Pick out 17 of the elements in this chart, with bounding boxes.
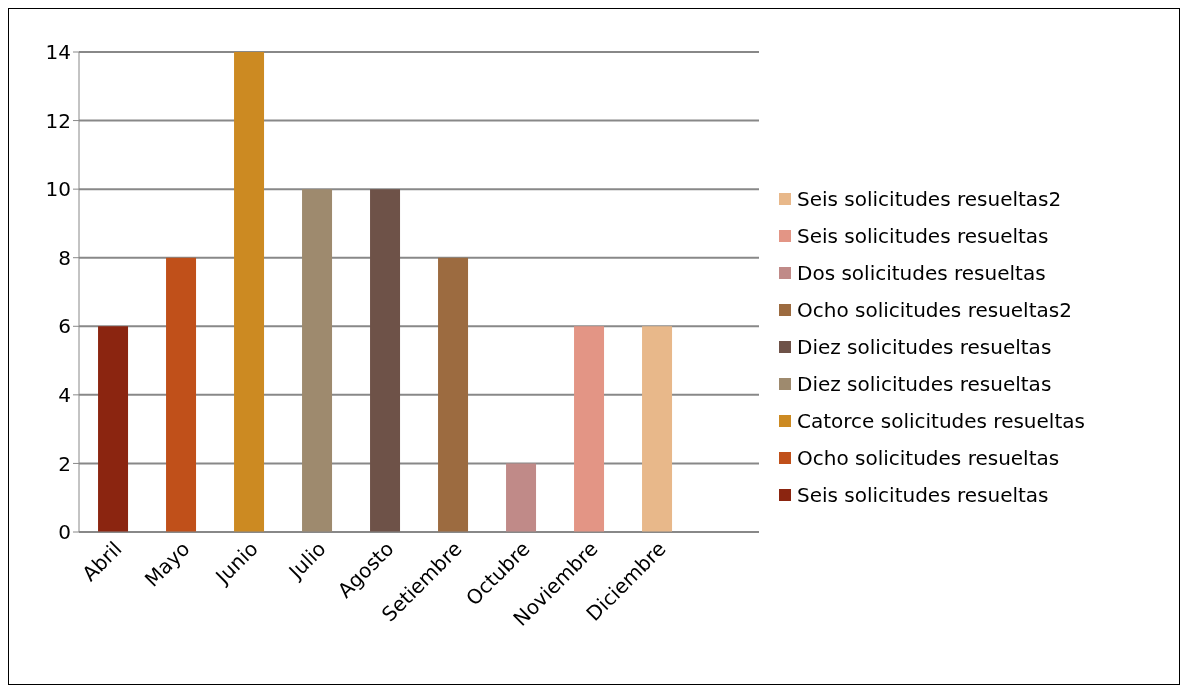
legend-label: Seis solicitudes resueltas xyxy=(797,482,1049,507)
y-tick-label: 8 xyxy=(58,245,71,270)
legend-label: Diez solicitudes resueltas xyxy=(797,334,1052,359)
y-tick-label: 12 xyxy=(45,108,71,133)
legend-label: Seis solicitudes resueltas xyxy=(797,223,1049,248)
legend-label: Seis solicitudes resueltas2 xyxy=(797,186,1062,211)
y-tick-label: 0 xyxy=(58,519,71,544)
legend-label: Dos solicitudes resueltas xyxy=(797,260,1046,285)
y-tick-label: 2 xyxy=(58,451,71,476)
y-tick-label: 10 xyxy=(45,176,71,201)
legend-label: Catorce solicitudes resueltas xyxy=(797,408,1085,433)
legend-label: Ocho solicitudes resueltas xyxy=(797,445,1060,470)
y-tick-label: 6 xyxy=(58,313,71,338)
legend-label: Ocho solicitudes resueltas2 xyxy=(797,297,1072,322)
y-tick-label: 14 xyxy=(45,39,71,64)
y-tick-label: 4 xyxy=(58,382,71,407)
legend-label: Diez solicitudes resueltas xyxy=(797,371,1052,396)
